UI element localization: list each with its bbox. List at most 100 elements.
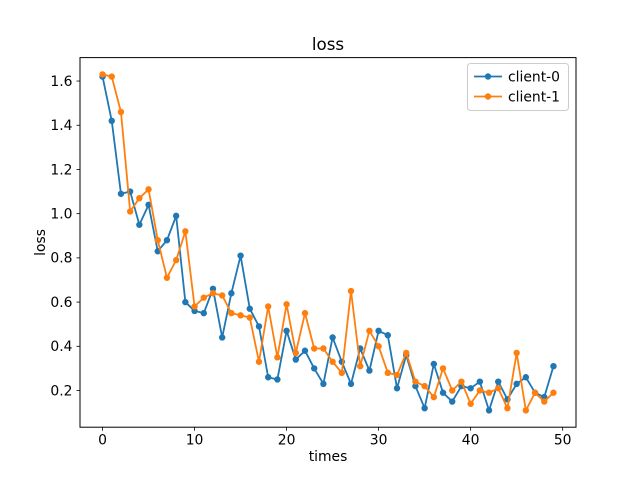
data-point-marker <box>375 327 382 335</box>
data-point-marker <box>145 186 152 193</box>
data-point-marker <box>283 327 290 335</box>
data-point-marker <box>393 371 401 379</box>
y-tick-label: 0.8 <box>50 251 72 267</box>
data-point-marker <box>504 404 511 412</box>
x-tick-label: 30 <box>370 433 388 449</box>
data-point-marker <box>108 73 115 80</box>
legend-entry-client-1: client-1 <box>474 89 560 105</box>
x-tick-label: 20 <box>278 433 296 449</box>
data-point-marker <box>292 356 299 363</box>
data-point-marker <box>541 398 548 405</box>
data-point-marker <box>246 305 253 312</box>
data-point-marker <box>163 274 171 281</box>
data-point-marker <box>218 334 226 341</box>
data-point-marker <box>108 117 115 125</box>
y-tick-label: 1.0 <box>50 206 72 222</box>
data-point-marker <box>136 194 143 202</box>
data-point-marker <box>99 71 106 78</box>
data-point-marker <box>191 307 198 315</box>
data-point-marker <box>476 378 484 385</box>
data-point-marker <box>393 385 401 392</box>
data-point-marker <box>172 212 180 220</box>
plot-border <box>79 57 577 428</box>
data-point-marker <box>439 365 447 372</box>
data-point-marker <box>292 349 299 357</box>
data-point-marker <box>476 387 484 394</box>
legend-marker <box>484 93 492 100</box>
y-tick-label: 1.2 <box>50 162 72 178</box>
data-point-marker <box>264 374 272 381</box>
data-point-marker <box>117 108 125 116</box>
data-point-marker <box>467 385 474 392</box>
data-point-marker <box>182 228 189 235</box>
data-point-marker <box>163 236 171 244</box>
data-point-marker <box>522 407 530 414</box>
data-point-marker <box>255 358 263 365</box>
data-point-marker <box>338 369 346 377</box>
data-point-marker <box>172 256 180 264</box>
data-point-marker <box>485 407 493 414</box>
data-point-marker <box>228 290 235 297</box>
data-point-marker <box>366 327 373 335</box>
data-point-marker <box>310 365 318 372</box>
data-point-marker <box>347 380 355 388</box>
data-point-marker <box>126 208 134 215</box>
data-point-marker <box>384 332 392 339</box>
data-point-marker <box>430 393 438 401</box>
data-point-marker <box>384 369 392 377</box>
data-point-marker <box>209 290 217 297</box>
x-axis: 0 10 20 30 40 50 times <box>98 427 572 465</box>
x-axis-label: times <box>309 449 348 465</box>
data-point-marker <box>430 360 438 368</box>
data-point-marker <box>458 378 465 385</box>
data-point-marker <box>218 292 226 299</box>
data-point-marker <box>375 343 382 350</box>
data-point-marker <box>513 349 520 357</box>
data-point-marker <box>485 389 493 396</box>
data-point-marker <box>421 404 428 412</box>
data-point-marker <box>541 393 548 401</box>
data-point-marker <box>320 345 327 352</box>
x-tick-label: 50 <box>554 433 572 449</box>
data-point-marker <box>495 378 502 385</box>
data-point-marker <box>264 303 272 310</box>
data-point-marker <box>283 301 290 308</box>
data-point-marker <box>531 389 539 396</box>
data-point-marker <box>439 389 447 396</box>
data-point-marker <box>513 380 520 388</box>
data-point-marker <box>449 387 456 394</box>
data-point-marker <box>412 382 419 390</box>
legend-marker <box>484 73 492 80</box>
data-point-marker <box>117 190 125 197</box>
data-point-marker <box>347 287 355 295</box>
legend-label: client-0 <box>508 69 560 85</box>
data-point-marker <box>237 252 244 259</box>
data-point-marker <box>403 349 410 357</box>
data-point-marker <box>412 378 419 385</box>
data-point-marker <box>182 298 189 306</box>
legend-label: client-1 <box>508 89 560 105</box>
x-tick-label: 0 <box>98 433 107 449</box>
y-tick-label: 1.4 <box>50 118 72 134</box>
data-point-marker <box>329 358 336 365</box>
y-tick-label: 0.2 <box>50 383 72 399</box>
data-point-marker <box>366 367 373 374</box>
y-tick-label: 0.6 <box>50 295 72 311</box>
data-point-marker <box>136 221 143 228</box>
data-point-marker <box>421 382 428 390</box>
data-point-marker <box>550 389 557 396</box>
data-point-marker <box>301 309 309 317</box>
data-point-marker <box>310 345 318 352</box>
data-point-marker <box>255 323 263 330</box>
y-tick-label: 0.4 <box>50 339 72 355</box>
data-point-marker <box>495 385 502 392</box>
data-point-marker <box>200 294 207 301</box>
data-point-marker <box>191 303 198 310</box>
legend-entry-client-0: client-0 <box>474 69 560 85</box>
data-point-marker <box>329 334 336 341</box>
x-tick-label: 10 <box>186 433 204 449</box>
y-axis: 0.2 0.4 0.6 0.8 1.0 1.2 1.4 1.6 loss <box>33 74 80 399</box>
data-point-marker <box>200 309 207 317</box>
